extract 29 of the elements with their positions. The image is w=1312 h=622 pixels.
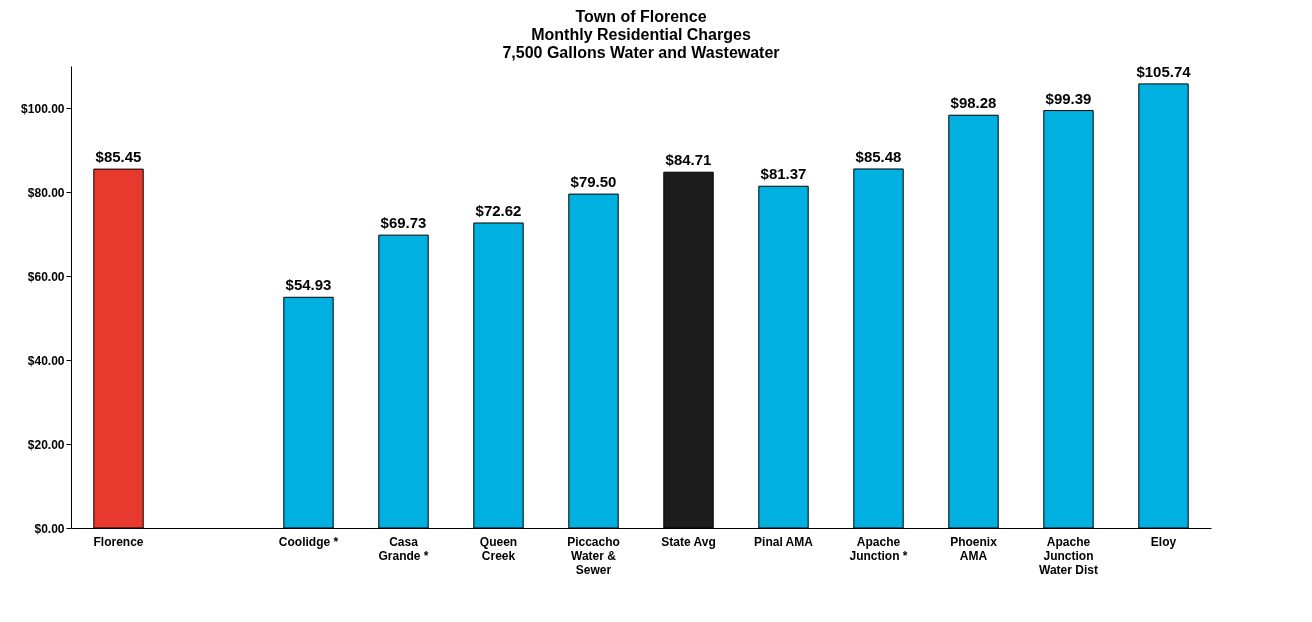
data-label: $84.71 [665, 151, 712, 169]
data-label: $54.93 [285, 276, 332, 294]
y-tick-label: $0.00 [34, 521, 65, 536]
x-tick-label: Apache Junction * [849, 534, 908, 563]
x-tick-label: Coolidge * [278, 534, 339, 549]
y-tick-label: $20.00 [27, 437, 65, 452]
y-tick-label: $60.00 [27, 269, 65, 284]
x-tick-label: Casa Grande * [378, 534, 429, 563]
x-tick-label: State Avg [661, 534, 716, 549]
x-tick-label: Florence [93, 534, 144, 549]
data-label: $98.28 [950, 94, 997, 112]
x-tick-label: Phoenix AMA [950, 534, 998, 563]
data-label: $79.50 [570, 173, 617, 191]
chart-title: Town of Florence Monthly Residential Charges 7,500 Gallons Water and Wastewater [502, 7, 780, 61]
data-label: $105.74 [1136, 62, 1192, 80]
data-label: $81.37 [760, 165, 807, 183]
x-tick-label: Pinal AMA [754, 534, 814, 549]
data-label: $85.45 [95, 148, 142, 166]
x-tick-label: Apache Junction Water Dist [1039, 534, 1098, 577]
data-label: $99.39 [1045, 89, 1092, 107]
y-tick-label: $40.00 [27, 353, 65, 368]
y-tick-label: $100.00 [21, 101, 65, 116]
x-tick-label: Piccacho Water & Sewer [567, 534, 620, 577]
y-tick-label: $80.00 [27, 185, 65, 200]
x-tick-label: Eloy [1150, 534, 1177, 549]
data-label: $85.48 [855, 147, 902, 165]
x-tick-label: Queen Creek [479, 534, 518, 563]
data-label: $69.73 [380, 214, 427, 232]
data-label: $72.62 [475, 202, 522, 219]
